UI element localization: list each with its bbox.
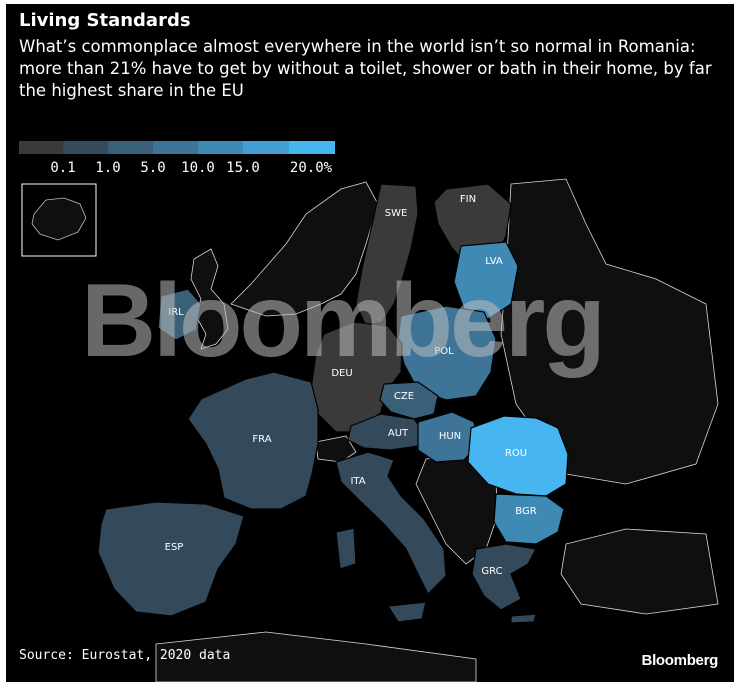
- legend-tick-4: 15.0: [226, 160, 260, 176]
- legend-swatch-3: [153, 141, 198, 154]
- legend-swatch-4: [198, 141, 243, 154]
- label-grc: GRC: [481, 566, 502, 577]
- legend-tick-2: 5.0: [140, 160, 166, 176]
- color-legend: 0.1 1.0 5.0 10.0 15.0 20.0%: [19, 141, 335, 181]
- land-swiss: [315, 435, 357, 463]
- label-aut: AUT: [388, 428, 409, 439]
- iceland-inset: [21, 183, 97, 257]
- country-fra: [187, 371, 319, 510]
- label-bgr: BGR: [515, 506, 536, 517]
- chart-title: Living Standards: [19, 10, 191, 31]
- label-fra: FRA: [252, 434, 271, 445]
- legend-tick-5: 20.0%: [289, 160, 333, 176]
- land-iceland: [31, 197, 87, 241]
- legend-swatch-2: [108, 141, 153, 154]
- chart-frame: Living Standards What’s commonplace almo…: [6, 4, 734, 682]
- source-note: Source: Eurostat, 2020 data: [19, 648, 231, 663]
- country-esp: [97, 501, 245, 617]
- legend-swatch-0: [19, 141, 63, 154]
- land-turkey: [560, 528, 719, 615]
- country-lva: [453, 241, 519, 320]
- legend-tick-3: 10.0: [181, 160, 215, 176]
- label-irl: IRL: [168, 307, 184, 318]
- label-fin: FIN: [460, 194, 476, 205]
- label-ita: ITA: [350, 476, 365, 487]
- legend-tick-0: 0.1: [50, 160, 76, 176]
- land-africa: [155, 631, 477, 682]
- land-norway: [230, 181, 379, 317]
- label-cze: CZE: [394, 391, 414, 402]
- country-rou: [467, 415, 569, 497]
- country-irl: [157, 288, 202, 341]
- legend-swatch-5: [243, 141, 289, 154]
- legend-swatch-6: [289, 141, 335, 154]
- label-deu: DEU: [331, 368, 352, 379]
- no-data-land: [155, 178, 719, 682]
- label-lva: LVA: [485, 256, 503, 267]
- label-rou: ROU: [505, 448, 527, 459]
- country-ita: [335, 451, 447, 623]
- legend-swatch-1: [63, 141, 108, 154]
- bloomberg-logo: Bloomberg: [641, 652, 719, 669]
- legend-tick-1: 1.0: [95, 160, 121, 176]
- country-cze: [379, 381, 439, 420]
- label-hun: HUN: [439, 431, 461, 442]
- country-grc: [471, 543, 537, 624]
- label-pol: POL: [434, 346, 454, 357]
- country-bgr: [493, 493, 565, 545]
- land-uk: [190, 248, 229, 350]
- country-swe: [355, 183, 419, 327]
- land-baltic-east: [500, 178, 719, 485]
- label-swe: SWE: [385, 208, 408, 219]
- chart-subtitle: What’s commonplace almost everywhere in …: [19, 37, 712, 100]
- europe-map: SWE FIN LVA IRL POL DEU CZE FRA AUT HUN …: [21, 178, 719, 682]
- label-esp: ESP: [165, 542, 184, 553]
